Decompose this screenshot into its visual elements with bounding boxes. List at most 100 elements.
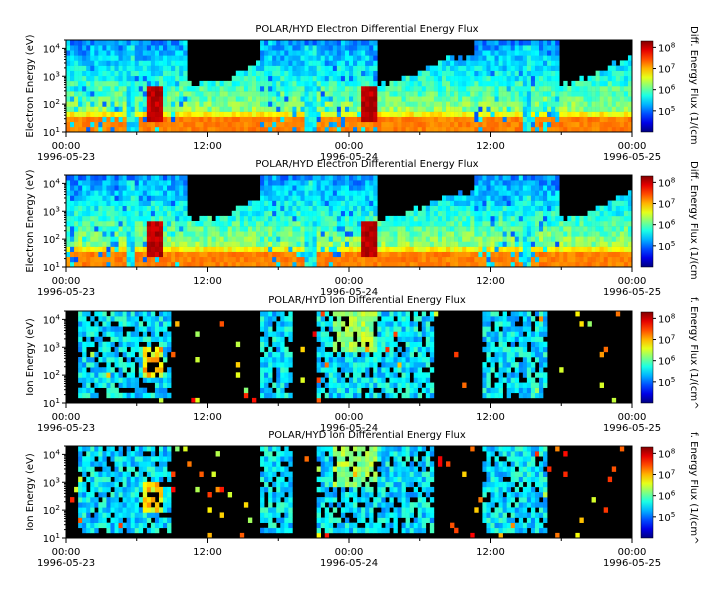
spectrogram-cell [78, 121, 83, 128]
spectrogram-cell [90, 341, 95, 348]
spectrogram-cell [349, 86, 354, 92]
spectrogram-cell [272, 311, 277, 317]
spectrogram-cell [66, 60, 71, 66]
spectrogram-cell [340, 180, 346, 186]
spectrogram-cell [296, 251, 301, 258]
spectrogram-cell [284, 96, 289, 102]
spectrogram-cell [122, 50, 127, 56]
spectrogram-cell [179, 91, 184, 97]
spectrogram-cell [357, 195, 362, 201]
spectrogram-cell [490, 221, 495, 227]
spectrogram-cell [110, 45, 115, 51]
spectrogram-cell [235, 96, 241, 102]
spectrogram-cell [555, 256, 560, 263]
spectrogram-cell [130, 236, 136, 242]
spectrogram-cell [94, 121, 99, 128]
spectrogram-cell [312, 331, 317, 337]
spectrogram-cell [389, 261, 394, 268]
spectrogram-cell [142, 226, 148, 232]
spectrogram-cell [82, 101, 87, 107]
spectrogram-cell [324, 185, 330, 191]
spectrogram-cell [619, 195, 625, 201]
spectrogram-cell [409, 246, 414, 252]
spectrogram-cell [417, 215, 423, 222]
spectrogram-cell [175, 91, 180, 97]
spectrogram-cell [260, 185, 265, 191]
spectrogram-cell [547, 121, 552, 128]
spectrogram-cell [235, 111, 241, 117]
spectrogram-cell [543, 190, 548, 196]
spectrogram-cell [551, 96, 556, 102]
spectrogram-cell [478, 180, 483, 186]
spectrogram-cell [425, 215, 431, 222]
spectrogram-cell [446, 106, 451, 112]
spectrogram-cell [421, 210, 427, 217]
spectrogram-cell [66, 101, 71, 107]
spectrogram-cell [280, 236, 285, 242]
spectrogram-cell [389, 121, 394, 128]
spectrogram-cell [361, 231, 366, 237]
spectrogram-cell [575, 96, 580, 102]
spectrogram-cell [361, 75, 366, 82]
spectrogram-cell [106, 387, 111, 394]
spectrogram-cell [409, 75, 414, 82]
spectrogram-cell [235, 126, 241, 133]
spectrogram-cell [138, 65, 144, 71]
spectrogram-cell [357, 180, 362, 186]
spectrogram-cell [191, 241, 196, 247]
spectrogram-cell [146, 175, 152, 181]
spectrogram-cell [336, 215, 342, 222]
spectrogram-cell [256, 65, 261, 71]
spectrogram-cell [114, 357, 119, 363]
spectrogram-cell [292, 65, 297, 71]
spectrogram-cell [219, 236, 224, 242]
spectrogram-cell [203, 86, 208, 92]
spectrogram-cell [280, 190, 285, 196]
spectrogram-cell [514, 106, 520, 112]
spectrogram-cell [454, 106, 459, 112]
spectrogram-cell [284, 321, 289, 327]
spectrogram-cell [235, 86, 241, 92]
spectrogram-cell [134, 185, 140, 191]
spectrogram-cell [336, 331, 342, 337]
spectrogram-cell [474, 180, 479, 186]
spectrogram-cell [506, 215, 512, 222]
spectrogram-cell [191, 256, 196, 263]
spectrogram-cell [195, 126, 200, 133]
spectrogram-cell [316, 111, 321, 117]
spectrogram-cell [619, 241, 625, 247]
spectrogram-cell [437, 80, 443, 87]
spectrogram-cell [494, 50, 499, 56]
spectrogram-cell [437, 261, 443, 268]
spectrogram-cell [429, 80, 435, 87]
spectrogram-cell [312, 111, 317, 117]
spectrogram-cell [142, 331, 148, 337]
spectrogram-cell [413, 246, 419, 252]
spectrogram-cell [130, 367, 136, 373]
spectrogram-cell [235, 80, 241, 87]
spectrogram-cell [619, 106, 625, 112]
spectrogram-cell [547, 251, 552, 258]
spectrogram-cell [324, 106, 330, 112]
spectrogram-cell [369, 91, 374, 97]
spectrogram-cell [276, 126, 281, 133]
spectrogram-cell [607, 101, 613, 107]
spectrogram-cell [320, 91, 326, 97]
spectrogram-cell [381, 116, 386, 123]
spectrogram-cell [74, 65, 79, 71]
spectrogram-cell [441, 236, 447, 242]
spectrogram-cell [183, 236, 188, 242]
spectrogram-cell [421, 256, 427, 263]
spectrogram-cell [264, 50, 269, 56]
spectrogram-cell [474, 116, 479, 123]
spectrogram-cell [86, 326, 91, 332]
spectrogram-cell [280, 382, 285, 388]
spectrogram-cell [454, 65, 459, 71]
spectrogram-cell [78, 55, 83, 61]
spectrogram-cell [344, 326, 350, 332]
spectrogram-cell [409, 226, 414, 232]
spectrogram-cell [126, 40, 131, 46]
spectrogram-cell [502, 91, 507, 97]
spectrogram-cell [623, 215, 629, 222]
spectrogram-cell [340, 175, 346, 181]
